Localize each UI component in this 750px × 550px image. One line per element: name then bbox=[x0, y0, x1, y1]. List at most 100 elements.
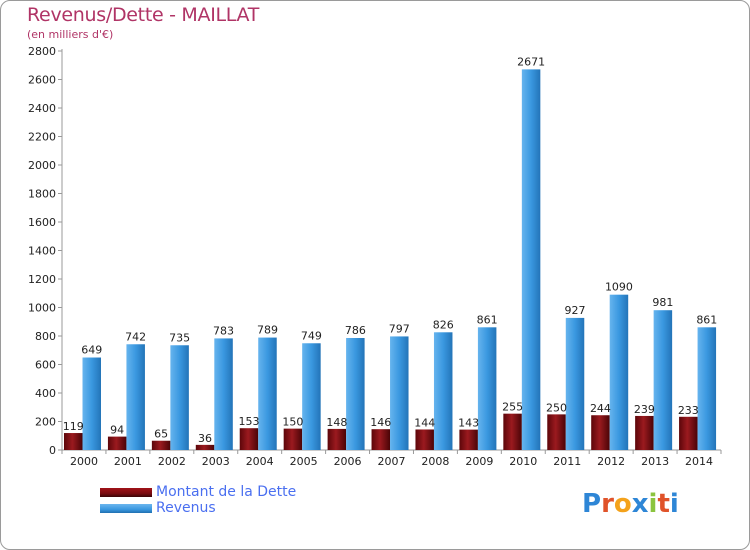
legend-label-revenue: Revenus bbox=[156, 500, 216, 516]
bar-revenue bbox=[258, 337, 277, 450]
bar-revenue bbox=[521, 69, 541, 450]
bar-debt bbox=[239, 428, 259, 450]
x-tick-label: 2013 bbox=[641, 455, 669, 468]
bar-revenue bbox=[609, 294, 629, 450]
data-label-revenue: 981 bbox=[652, 296, 673, 309]
bar-debt bbox=[327, 428, 347, 450]
x-tick-label: 2008 bbox=[421, 455, 449, 468]
x-tick-label: 2011 bbox=[553, 455, 581, 468]
bar-debt bbox=[151, 440, 171, 450]
y-tick-label: 800 bbox=[35, 330, 56, 343]
data-label-revenue: 649 bbox=[81, 344, 102, 357]
data-label-revenue: 783 bbox=[213, 324, 234, 337]
legend-label-debt: Montant de la Dette bbox=[156, 484, 297, 500]
bar-debt bbox=[503, 413, 522, 450]
data-label-debt: 36 bbox=[198, 432, 212, 445]
y-tick-label: 2400 bbox=[28, 102, 56, 115]
bar-debt bbox=[64, 433, 83, 450]
bar-revenue bbox=[346, 337, 365, 450]
y-tick-label: 2000 bbox=[28, 159, 56, 172]
data-label-debt: 250 bbox=[546, 401, 567, 414]
bar-revenue bbox=[697, 327, 717, 450]
y-tick-label: 200 bbox=[35, 416, 56, 429]
logo-letter: o bbox=[613, 489, 632, 519]
bar-debt bbox=[679, 416, 698, 450]
x-tick-label: 2006 bbox=[334, 455, 362, 468]
x-tick-label: 2007 bbox=[378, 455, 406, 468]
proxiti-logo: Proxiti bbox=[582, 489, 679, 519]
y-tick-label: 2800 bbox=[28, 45, 56, 58]
bar-debt bbox=[415, 429, 434, 450]
data-label-debt: 233 bbox=[678, 404, 699, 417]
bar-debt bbox=[547, 414, 566, 450]
bar-debt bbox=[591, 415, 610, 450]
logo-letter: i bbox=[669, 489, 679, 519]
x-tick-label: 2009 bbox=[465, 455, 493, 468]
data-label-debt: 143 bbox=[458, 417, 479, 430]
logo-letter: t bbox=[657, 489, 670, 519]
data-label-debt: 94 bbox=[110, 424, 124, 437]
bar-revenue bbox=[82, 357, 101, 450]
bar-revenue bbox=[302, 343, 321, 450]
y-tick-label: 1400 bbox=[28, 245, 56, 258]
y-tick-label: 1200 bbox=[28, 273, 56, 286]
data-label-revenue: 1090 bbox=[605, 281, 633, 294]
data-label-debt: 65 bbox=[154, 428, 168, 441]
x-tick-label: 2014 bbox=[685, 455, 713, 468]
data-label-debt: 144 bbox=[414, 416, 435, 429]
x-tick-label: 2005 bbox=[290, 455, 318, 468]
bar-revenue bbox=[390, 336, 409, 450]
data-label-revenue: 826 bbox=[433, 318, 454, 331]
y-tick-label: 2200 bbox=[28, 131, 56, 144]
x-tick-label: 2001 bbox=[114, 455, 142, 468]
data-label-revenue: 797 bbox=[389, 322, 410, 335]
data-label-debt: 255 bbox=[502, 401, 523, 414]
bar-debt bbox=[371, 429, 391, 450]
data-label-debt: 244 bbox=[590, 402, 611, 415]
y-tick-label: 0 bbox=[49, 444, 56, 457]
data-label-revenue: 735 bbox=[169, 331, 190, 344]
x-tick-label: 2000 bbox=[70, 455, 98, 468]
data-label-debt: 146 bbox=[370, 416, 391, 429]
bar-debt bbox=[283, 428, 303, 450]
bar-revenue bbox=[653, 310, 673, 450]
data-label-revenue: 742 bbox=[125, 330, 146, 343]
x-tick-label: 2012 bbox=[597, 455, 625, 468]
bar-debt bbox=[635, 415, 654, 450]
legend-swatch-debt bbox=[100, 488, 152, 497]
bar-debt bbox=[195, 444, 215, 450]
x-tick-label: 2004 bbox=[246, 455, 274, 468]
bar-revenue bbox=[126, 344, 145, 450]
data-label-revenue: 861 bbox=[696, 313, 717, 326]
bar-revenue bbox=[433, 332, 453, 450]
y-tick-label: 2600 bbox=[28, 74, 56, 87]
data-label-debt: 119 bbox=[63, 420, 84, 433]
logo-letter: i bbox=[648, 489, 658, 519]
data-label-revenue: 927 bbox=[565, 304, 586, 317]
logo-letter: P bbox=[582, 489, 602, 519]
chart-subtitle: (en milliers d'€) bbox=[27, 28, 114, 41]
bar-revenue bbox=[170, 345, 189, 450]
data-label-revenue: 2671 bbox=[517, 55, 545, 68]
logo-letter: x bbox=[631, 489, 649, 519]
data-label-debt: 239 bbox=[634, 403, 655, 416]
bar-revenue bbox=[477, 327, 497, 450]
bar-debt bbox=[107, 436, 127, 450]
bar-revenue bbox=[214, 338, 233, 450]
y-tick-label: 600 bbox=[35, 359, 56, 372]
data-label-revenue: 861 bbox=[477, 313, 498, 326]
data-label-revenue: 786 bbox=[345, 324, 366, 337]
chart-title: Revenus/Dette - MAILLAT bbox=[27, 4, 260, 26]
bar-debt bbox=[459, 429, 478, 450]
data-label-revenue: 749 bbox=[301, 329, 322, 342]
legend-swatch-revenue bbox=[100, 504, 152, 513]
x-tick-label: 2010 bbox=[509, 455, 537, 468]
logo-letter: r bbox=[601, 489, 614, 519]
bar-revenue bbox=[565, 317, 585, 450]
y-tick-label: 400 bbox=[35, 387, 56, 400]
data-label-debt: 153 bbox=[238, 415, 259, 428]
data-label-debt: 148 bbox=[326, 416, 347, 429]
data-label-revenue: 789 bbox=[257, 324, 278, 337]
